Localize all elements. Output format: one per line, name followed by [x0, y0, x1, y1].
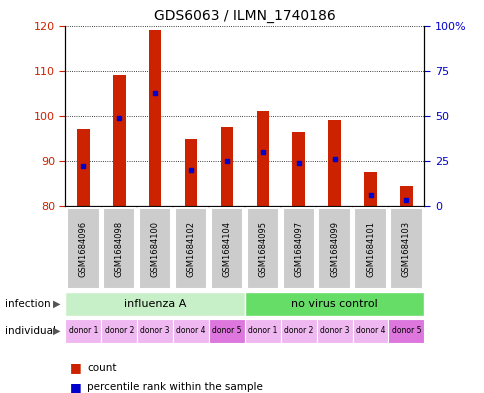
Text: GSM1684100: GSM1684100	[151, 220, 159, 277]
Text: percentile rank within the sample: percentile rank within the sample	[87, 382, 263, 393]
FancyBboxPatch shape	[388, 319, 424, 343]
Bar	[256, 111, 269, 206]
Text: GSM1684102: GSM1684102	[186, 220, 195, 277]
FancyBboxPatch shape	[282, 208, 314, 289]
FancyBboxPatch shape	[318, 208, 350, 289]
Bar	[328, 120, 340, 206]
Text: ■: ■	[70, 361, 82, 375]
Bar	[149, 30, 161, 206]
Text: GSM1684095: GSM1684095	[258, 220, 267, 277]
FancyBboxPatch shape	[354, 208, 386, 289]
Text: ▶: ▶	[53, 326, 60, 336]
Text: influenza A: influenza A	[124, 299, 186, 309]
FancyBboxPatch shape	[244, 292, 424, 316]
Bar	[77, 129, 90, 206]
Text: donor 4: donor 4	[176, 327, 205, 335]
Text: donor 1: donor 1	[69, 327, 98, 335]
Text: ▶: ▶	[53, 299, 60, 309]
Text: donor 3: donor 3	[319, 327, 348, 335]
Text: donor 3: donor 3	[140, 327, 169, 335]
Text: GSM1684104: GSM1684104	[222, 220, 231, 277]
Text: infection: infection	[5, 299, 50, 309]
Text: donor 1: donor 1	[248, 327, 277, 335]
Text: donor 2: donor 2	[105, 327, 134, 335]
Text: donor 2: donor 2	[284, 327, 313, 335]
FancyBboxPatch shape	[209, 319, 244, 343]
FancyBboxPatch shape	[246, 208, 278, 289]
Text: individual: individual	[5, 326, 56, 336]
Text: no virus control: no virus control	[291, 299, 377, 309]
Text: GSM1684103: GSM1684103	[401, 220, 410, 277]
Bar	[113, 75, 125, 206]
Text: GSM1684098: GSM1684098	[115, 220, 123, 277]
FancyBboxPatch shape	[316, 319, 352, 343]
Text: donor 5: donor 5	[391, 327, 420, 335]
Bar	[220, 127, 233, 206]
Title: GDS6063 / ILMN_1740186: GDS6063 / ILMN_1740186	[154, 9, 335, 23]
FancyBboxPatch shape	[244, 319, 280, 343]
FancyBboxPatch shape	[67, 208, 99, 289]
FancyBboxPatch shape	[137, 319, 173, 343]
FancyBboxPatch shape	[103, 208, 135, 289]
FancyBboxPatch shape	[352, 319, 388, 343]
Text: donor 4: donor 4	[355, 327, 384, 335]
FancyBboxPatch shape	[175, 208, 207, 289]
Text: donor 5: donor 5	[212, 327, 241, 335]
Text: GSM1684096: GSM1684096	[79, 220, 88, 277]
FancyBboxPatch shape	[173, 319, 209, 343]
Text: ■: ■	[70, 381, 82, 393]
Text: GSM1684101: GSM1684101	[365, 220, 374, 277]
Bar	[363, 173, 376, 206]
Bar	[292, 132, 304, 206]
Text: GSM1684097: GSM1684097	[294, 220, 302, 277]
FancyBboxPatch shape	[65, 292, 244, 316]
FancyBboxPatch shape	[390, 208, 422, 289]
Bar	[184, 138, 197, 206]
FancyBboxPatch shape	[139, 208, 171, 289]
Text: GSM1684099: GSM1684099	[330, 220, 338, 277]
FancyBboxPatch shape	[211, 208, 242, 289]
Bar	[399, 186, 412, 206]
FancyBboxPatch shape	[101, 319, 137, 343]
Text: count: count	[87, 363, 117, 373]
FancyBboxPatch shape	[280, 319, 316, 343]
FancyBboxPatch shape	[65, 319, 101, 343]
